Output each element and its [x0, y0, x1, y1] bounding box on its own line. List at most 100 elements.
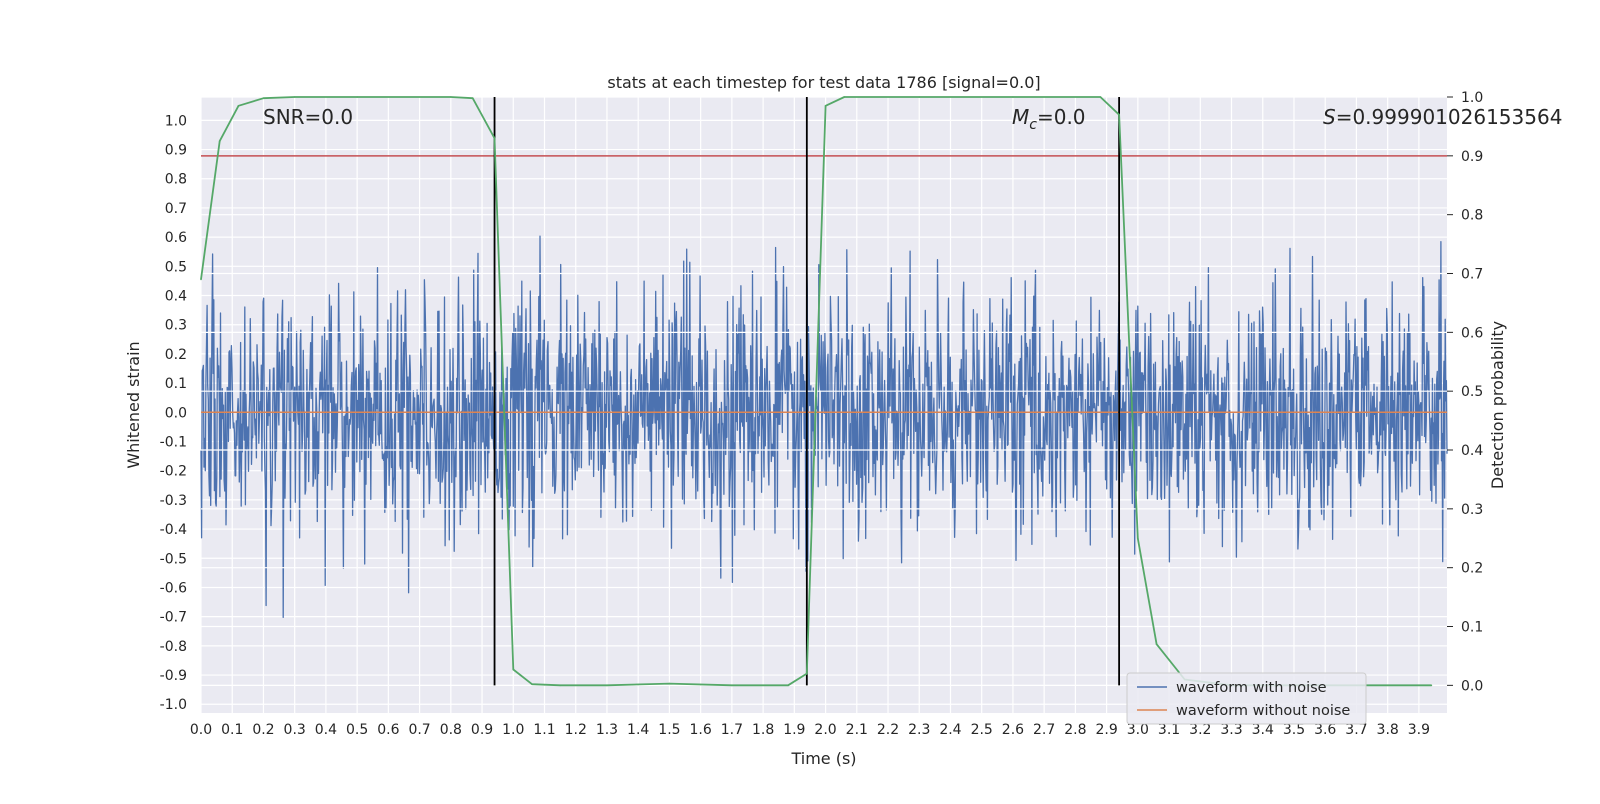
y-tick-label: 1.0 [165, 113, 187, 129]
x-tick-label: 2.4 [939, 722, 961, 738]
y-tick-label: -1.0 [160, 697, 187, 713]
s-value: =0.999901026153564 [1336, 105, 1563, 129]
detection-probability-point [1137, 537, 1139, 540]
y-tick-label: -0.6 [160, 580, 187, 596]
detection-probability-point [806, 672, 808, 675]
detection-probability-point [668, 682, 671, 685]
mc-symbol: M [1012, 105, 1029, 129]
x-tick-label: 0.3 [284, 722, 306, 738]
x-tick-label: 0.6 [377, 722, 399, 738]
y-tick-label: -0.2 [160, 464, 187, 480]
y2-gridlines [201, 96, 1447, 686]
x-tick-label: 1.7 [721, 722, 743, 738]
x-tick-label: 1.5 [658, 722, 680, 738]
detection-probability-point [824, 105, 827, 107]
y2-tick-label: 0.8 [1461, 208, 1483, 224]
x-tick-label: 3.0 [1127, 722, 1149, 738]
legend: waveform with noise waveform without noi… [1126, 672, 1367, 725]
x-tick-label: 2.1 [846, 722, 868, 738]
legend-box [1126, 672, 1367, 725]
y-tick-labels: 1.0 0.9 0.8 0.7 0.6 0.5 0.4 0.3 0.2 0.1 0.0 -0.1 -0.… [160, 113, 187, 713]
y-tick-label: -0.8 [160, 639, 187, 655]
y-tick-label: 0.4 [165, 289, 187, 305]
detection-probability-point [1430, 684, 1433, 687]
legend-label-clean: waveform without noise [1176, 703, 1350, 719]
x-tick-label: 3.6 [1314, 722, 1336, 738]
noise-waveform-line [200, 235, 1448, 619]
x-tick-label: 1.6 [690, 722, 712, 738]
detection-probability-point [1118, 113, 1120, 116]
detection-probability-point [531, 683, 533, 685]
x-tick-label: 0.8 [440, 722, 462, 738]
x-tick-label: 2.5 [971, 722, 993, 738]
detection-probability-point [450, 96, 452, 98]
x-tick-label: 3.1 [1158, 722, 1180, 738]
y-axis-label: Whitened strain [124, 341, 143, 468]
y2-tick-label: 0.2 [1461, 561, 1483, 577]
x-tick-label: 0.0 [190, 722, 212, 738]
mc-value: =0.0 [1037, 105, 1086, 129]
detection-probability-point [493, 137, 496, 139]
x-tick-label: 2.7 [1033, 722, 1055, 738]
detection-probability-point [843, 96, 846, 98]
y2-tick-label: 1.0 [1461, 90, 1483, 106]
y2-tick-label: 0.0 [1461, 678, 1483, 694]
y-tick-label: -0.1 [160, 434, 187, 450]
x-tick-label: 2.3 [908, 722, 930, 738]
x-tick-label: 0.5 [346, 722, 368, 738]
x-tick-label: 2.2 [877, 722, 899, 738]
detection-probability-point [1012, 96, 1014, 98]
overlay-series [200, 96, 1447, 687]
legend-label-noise: waveform with noise [1176, 680, 1327, 696]
y-tick-label: 0.0 [165, 405, 187, 421]
detection-probability-point [200, 278, 202, 281]
y-tick-label: -0.3 [160, 493, 187, 509]
y-tick-label: -0.5 [160, 551, 187, 567]
detection-probability-point [1099, 96, 1102, 98]
y2-tick-label: 0.6 [1461, 325, 1483, 341]
s-annotation: S=0.999901026153564 [1323, 105, 1562, 129]
x-tick-label: 2.8 [1064, 722, 1086, 738]
detection-probability-point [512, 668, 515, 671]
x-tick-label: 3.9 [1408, 722, 1430, 738]
y2-tick-label: 0.1 [1461, 620, 1483, 636]
x-tick-label: 0.4 [315, 722, 337, 738]
x-tick-label: 3.7 [1345, 722, 1367, 738]
x-tick-label: 3.5 [1283, 722, 1305, 738]
x-tick-labels: 0.0 0.1 0.2 0.3 0.4 0.5 0.6 0.7 0.8 0.9 1.0 1.1 1.2 1… [190, 722, 1430, 738]
detection-probability-point [237, 105, 240, 107]
detection-probability-point [1155, 643, 1158, 645]
x-tick-label: 0.2 [252, 722, 274, 738]
y-tick-label: -0.4 [160, 522, 187, 538]
y-tick-label: 0.6 [165, 230, 187, 246]
s-symbol: S [1323, 105, 1336, 129]
detection-probability-point [218, 140, 221, 142]
y-tick-label: 0.3 [165, 318, 187, 334]
detection-probability-point [918, 96, 921, 98]
x-tick-label: 1.8 [752, 722, 774, 738]
y2-tick-label: 0.7 [1461, 267, 1483, 283]
y-tick-label: -0.9 [160, 668, 187, 684]
x-tick-label: 2.0 [814, 722, 836, 738]
snr-annotation: SNR=0.0 [263, 105, 353, 129]
y-tick-label: 0.7 [165, 201, 187, 217]
detection-probability-point [262, 97, 265, 99]
detection-probability-point [356, 96, 358, 98]
y2-axis-label: Detection probability [1488, 321, 1507, 489]
x-tick-label: 0.9 [471, 722, 493, 738]
detection-probability-point [293, 96, 296, 98]
detection-probability-point [471, 97, 474, 99]
x-tick-label: 1.9 [783, 722, 805, 738]
mc-annotation: Mc=0.0 [1012, 105, 1086, 133]
detection-probability-point [787, 684, 789, 687]
y2-tick-label: 0.4 [1461, 443, 1483, 459]
x-tick-label: 3.3 [1220, 722, 1242, 738]
y-tick-label: 0.2 [165, 347, 187, 363]
y2-tick-label: 0.5 [1461, 384, 1483, 400]
chart-title: stats at each timestep for test data 178… [607, 73, 1040, 92]
series-waveform-with-noise [200, 235, 1448, 619]
mc-subscript: c [1029, 117, 1037, 133]
x-tick-label: 1.3 [596, 722, 618, 738]
